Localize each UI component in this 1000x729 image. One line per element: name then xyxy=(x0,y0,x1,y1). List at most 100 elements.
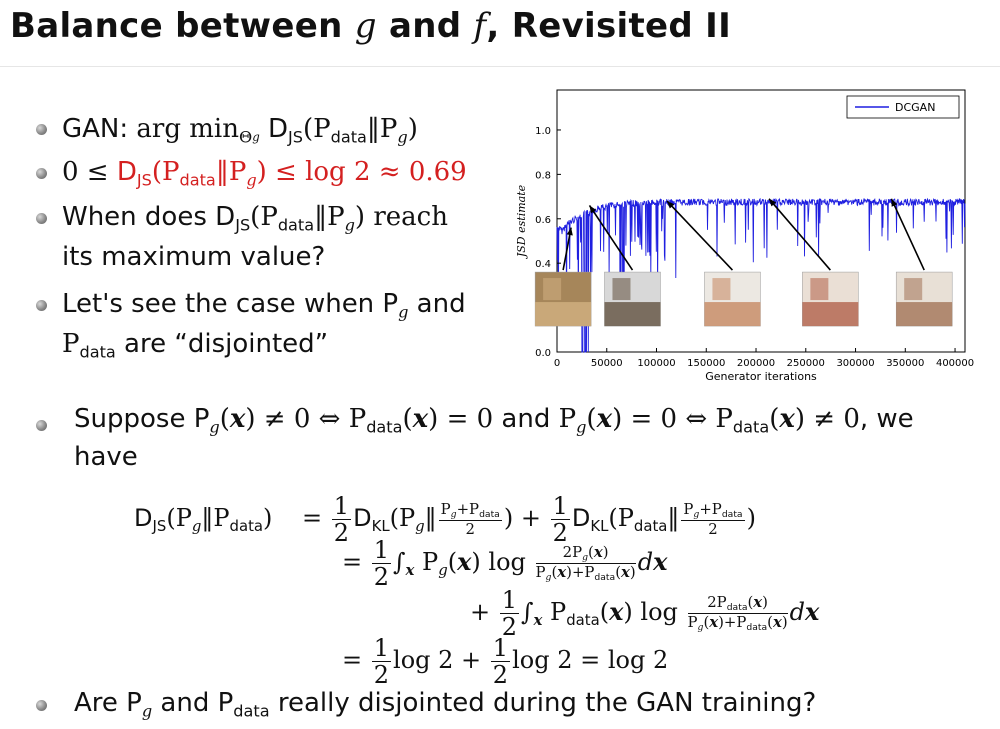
title-f: f xyxy=(473,6,487,46)
bullet-disjoint-case: Let's see the case when Pg and xyxy=(62,287,466,330)
x-axis-label: Generator iterations xyxy=(705,370,817,383)
bullet-gan-objective: GAN: arg minΘg DJS(Pdata‖Pg) xyxy=(62,112,418,155)
bullet-dot xyxy=(36,700,47,711)
bullet-text: GAN: xyxy=(62,114,137,144)
sample-image-bed xyxy=(704,302,761,327)
math-data: data xyxy=(79,342,116,362)
title-text-3: , Revisited II xyxy=(486,6,732,46)
bullet-suppose: Suppose Pg(x) ≠ 0 ⇔ Pdata(x) = 0 and Pg(… xyxy=(74,404,914,437)
x-tick-label: 200000 xyxy=(737,358,775,369)
equation-line-2: = 1 2 ∫x Pg(x) log 2Pg(x) Pg(x)+Pdata(x) dx xyxy=(342,536,668,591)
math-norm: ‖P xyxy=(215,157,247,187)
arrow-3 xyxy=(666,200,734,271)
bullet-text: Let's see the case when P xyxy=(62,289,399,319)
bullet-jsd-bounds: 0 ≤ DJS(Pdata‖Pg) ≤ log 2 ≈ 0.69 xyxy=(62,155,467,198)
math-sub: Θ xyxy=(238,127,253,147)
bullet-max-value-line2: its maximum value? xyxy=(62,240,325,274)
arrow-head-3 xyxy=(667,201,675,209)
math-data: data xyxy=(233,701,270,721)
math-js: JS xyxy=(287,127,303,147)
sample-image-4 xyxy=(802,271,859,327)
sample-image-wall xyxy=(810,278,829,301)
bullet-dot xyxy=(36,124,47,135)
bullet-text: and xyxy=(408,289,466,319)
math-norm: ‖P xyxy=(366,114,398,144)
math-js: JS xyxy=(136,170,152,190)
x-tick-label: 250000 xyxy=(787,358,825,369)
x-tick-label: 0 xyxy=(554,358,560,369)
equation-line-3: + 1 2 ∫x Pdata(x) log 2Pdata(x) Pg(x)+Pdata… xyxy=(470,586,820,641)
math-g: g xyxy=(344,215,355,235)
math-g: g xyxy=(141,701,153,721)
legend: DCGAN xyxy=(846,95,960,119)
sample-image-3 xyxy=(704,271,761,327)
bullet-text: are “disjointed” xyxy=(115,329,329,359)
math-js: JS xyxy=(235,215,251,235)
page-title: Balance between g and f, Revisited II xyxy=(10,6,731,46)
bullet-text: When does xyxy=(62,202,216,232)
math-subsub: g xyxy=(252,130,260,145)
x-tick-label: 400000 xyxy=(936,358,974,369)
x-tick-label: 300000 xyxy=(836,358,874,369)
arrow-2 xyxy=(588,205,634,271)
bullet-dot xyxy=(36,420,47,431)
x-tick-label: 150000 xyxy=(687,358,725,369)
sample-image-1 xyxy=(534,271,592,327)
math-D: D xyxy=(116,157,137,187)
sample-image-wall xyxy=(543,278,562,301)
sample-image-bed xyxy=(802,302,859,327)
math-expr: (P xyxy=(302,114,331,144)
sample-image-2 xyxy=(604,271,661,327)
bullet-text: its maximum value? xyxy=(62,242,326,272)
x-tick-label: 100000 xyxy=(637,358,675,369)
sample-image-wall xyxy=(612,278,631,301)
x-tick-label: 350000 xyxy=(886,358,924,369)
y-tick-label: 0.8 xyxy=(535,170,551,181)
y-tick-label: 1.0 xyxy=(535,126,551,137)
math-g: g xyxy=(398,302,409,322)
math-D: D xyxy=(267,114,288,144)
sample-image-bed xyxy=(604,302,661,327)
arrow-head-5 xyxy=(891,198,898,207)
jsd-chart: 0 50000 100000 150000 200000 250000 300000 3500… xyxy=(515,89,974,383)
y-tick-label: 0.6 xyxy=(535,215,551,226)
bullet-dot xyxy=(36,300,47,311)
legend-label: DCGAN xyxy=(895,101,935,114)
sample-image-wall xyxy=(712,278,731,301)
legend-box xyxy=(846,95,960,119)
bullet-text: ) reach xyxy=(354,202,448,232)
math-norm: ‖P xyxy=(314,202,345,232)
title-divider xyxy=(0,66,1000,67)
y-tick-label: 0.4 xyxy=(535,259,551,270)
sample-image-5 xyxy=(895,271,953,327)
bullet-disjoint-case-line2: Pdata are “disjointed” xyxy=(62,327,328,370)
bullet-dot xyxy=(36,168,47,179)
math-P: P xyxy=(62,329,80,359)
bullet-dot xyxy=(36,213,47,224)
bullet-text: have xyxy=(74,442,138,472)
bullet-text: really disjointed during the GAN trainin… xyxy=(269,688,817,718)
math-p: (P xyxy=(250,202,278,232)
equation-line-4: = 1 2 log 2 + 1 2 log 2 = log 2 xyxy=(342,634,669,689)
bullet-text: Are P xyxy=(74,688,142,718)
math-argmin: arg min xyxy=(136,114,239,144)
math-data: data xyxy=(330,127,367,147)
math-zero: 0 ≤ xyxy=(62,157,117,187)
arrow-head-2 xyxy=(589,205,597,214)
title-text-2: and xyxy=(376,6,474,46)
title-text-1: Balance between xyxy=(10,6,355,46)
math-p: (P xyxy=(151,157,180,187)
math-g: g xyxy=(397,127,408,147)
math-data: data xyxy=(179,170,216,190)
arrow-head-4 xyxy=(769,198,777,207)
math-close: ) xyxy=(407,114,418,144)
bullet-suppose-line2: have xyxy=(74,440,138,474)
y-axis-label: JSD estimate xyxy=(515,184,528,259)
math-g: g xyxy=(246,170,257,190)
sample-image-bed xyxy=(535,302,592,327)
bullet-max-value: When does DJS(Pdata‖Pg) reach xyxy=(62,200,448,243)
title-g: g xyxy=(354,6,377,46)
bullet-text: and P xyxy=(152,688,234,718)
x-tick-label: 50000 xyxy=(591,358,623,369)
